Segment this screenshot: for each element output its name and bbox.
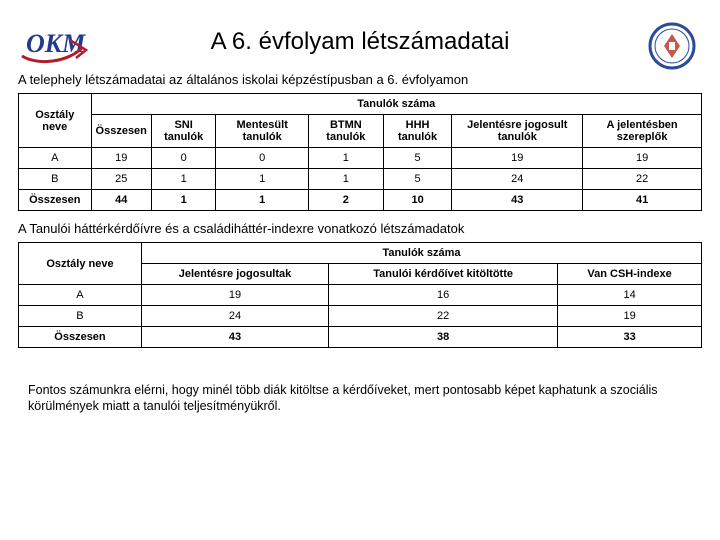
cell: 5 — [383, 169, 452, 190]
cell: 19 — [91, 148, 151, 169]
page-title: A 6. évfolyam létszámadatai — [211, 28, 510, 56]
col-header: HHH tanulók — [383, 115, 452, 148]
footer-note: Fontos számunkra elérni, hogy minél több… — [18, 382, 702, 415]
cell: 14 — [558, 285, 702, 306]
total-label: Összesen — [19, 190, 92, 211]
cell: 0 — [216, 148, 309, 169]
cell: 19 — [558, 306, 702, 327]
row-label: B — [19, 169, 92, 190]
cell: 16 — [329, 285, 558, 306]
col-header: SNI tanulók — [151, 115, 215, 148]
cell: 19 — [141, 285, 328, 306]
row-label: A — [19, 148, 92, 169]
cell: 22 — [583, 169, 702, 190]
section1-title: A telephely létszámadatai az általános i… — [18, 72, 702, 87]
cell: 43 — [452, 190, 583, 211]
cell: 24 — [141, 306, 328, 327]
cell: 1 — [216, 190, 309, 211]
cell: 1 — [151, 169, 215, 190]
col-header-class: Osztály neve — [19, 94, 92, 148]
col-header: Tanulói kérdőívet kitöltötte — [329, 264, 558, 285]
super-header: Tanulók száma — [141, 243, 701, 264]
cell: 0 — [151, 148, 215, 169]
table-2: Osztály neve Tanulók száma Jelentésre jo… — [18, 242, 702, 348]
cell: 19 — [583, 148, 702, 169]
section2-title: A Tanulói háttérkérdőívre és a családihá… — [18, 221, 702, 236]
col-header-class: Osztály neve — [19, 243, 142, 285]
cell: 1 — [151, 190, 215, 211]
table-row: B 24 22 19 — [19, 306, 702, 327]
cell: 2 — [308, 190, 383, 211]
table-row-total: Összesen 43 38 33 — [19, 327, 702, 348]
cell: 41 — [583, 190, 702, 211]
cell: 33 — [558, 327, 702, 348]
cell: 43 — [141, 327, 328, 348]
table-1: Osztály neve Tanulók száma Összesen SNI … — [18, 93, 702, 211]
cell: 24 — [452, 169, 583, 190]
super-header: Tanulók száma — [91, 94, 701, 115]
cell: 10 — [383, 190, 452, 211]
table-row: Osztály neve Tanulók száma — [19, 94, 702, 115]
cell: 19 — [452, 148, 583, 169]
cell: 5 — [383, 148, 452, 169]
cell: 22 — [329, 306, 558, 327]
logo-left: OKM — [18, 22, 98, 70]
col-header: Mentesült tanulók — [216, 115, 309, 148]
table-row: B 25 1 1 1 5 24 22 — [19, 169, 702, 190]
col-header: BTMN tanulók — [308, 115, 383, 148]
total-label: Összesen — [19, 327, 142, 348]
row-label: A — [19, 285, 142, 306]
header: OKM A 6. évfolyam létszámadatai — [18, 28, 702, 56]
logo-right — [648, 22, 696, 70]
col-header: Van CSH-indexe — [558, 264, 702, 285]
col-header: A jelentésben szereplők — [583, 115, 702, 148]
cell: 1 — [308, 148, 383, 169]
row-label: B — [19, 306, 142, 327]
table-row: A 19 0 0 1 5 19 19 — [19, 148, 702, 169]
cell: 1 — [216, 169, 309, 190]
col-header: Jelentésre jogosultak — [141, 264, 328, 285]
table-row: A 19 16 14 — [19, 285, 702, 306]
table-row: Összesen SNI tanulók Mentesült tanulók B… — [19, 115, 702, 148]
cell: 25 — [91, 169, 151, 190]
table-row-total: Összesen 44 1 1 2 10 43 41 — [19, 190, 702, 211]
table-row: Osztály neve Tanulók száma — [19, 243, 702, 264]
cell: 38 — [329, 327, 558, 348]
cell: 44 — [91, 190, 151, 211]
col-header: Jelentésre jogosult tanulók — [452, 115, 583, 148]
col-header: Összesen — [91, 115, 151, 148]
cell: 1 — [308, 169, 383, 190]
